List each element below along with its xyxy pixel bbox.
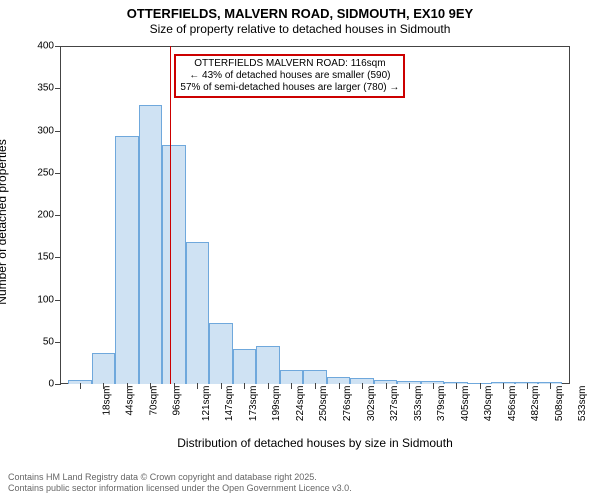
x-tick-label: 70sqm — [148, 386, 159, 416]
histogram-bar — [303, 370, 327, 384]
histogram-bar — [115, 136, 139, 384]
x-tick-label: 456sqm — [507, 386, 518, 422]
footer-line-1: Contains HM Land Registry data © Crown c… — [8, 472, 352, 483]
x-tick-label: 173sqm — [248, 386, 259, 422]
y-axis-label-text: Number of detached properties — [0, 139, 9, 304]
x-axis-label: Distribution of detached houses by size … — [60, 436, 570, 450]
histogram-bar — [162, 145, 186, 384]
x-tick-label: 44sqm — [125, 386, 136, 416]
x-tick-label: 508sqm — [554, 386, 565, 422]
footer-text: Contains HM Land Registry data © Crown c… — [8, 472, 352, 494]
plot-area: 05010015020025030035040018sqm44sqm70sqm9… — [60, 46, 570, 384]
x-tick-label: 147sqm — [224, 386, 235, 422]
annotation-line: ← 43% of detached houses are smaller (59… — [180, 70, 399, 82]
highlight-line — [170, 46, 171, 384]
x-tick-label: 302sqm — [366, 386, 377, 422]
x-tick-label: 121sqm — [201, 386, 212, 422]
x-tick-label: 327sqm — [389, 386, 400, 422]
x-tick-label: 482sqm — [530, 386, 541, 422]
annotation-line: OTTERFIELDS MALVERN ROAD: 116sqm — [180, 58, 399, 70]
histogram-bar — [186, 242, 210, 384]
x-tick-label: 96sqm — [172, 386, 183, 416]
x-tick-label: 353sqm — [413, 386, 424, 422]
histogram-bar — [92, 353, 116, 384]
histogram-bar — [256, 346, 280, 384]
x-tick-label: 430sqm — [483, 386, 494, 422]
chart-subtitle: Size of property relative to detached ho… — [0, 22, 600, 36]
x-tick-label: 533sqm — [577, 386, 588, 422]
chart-title: OTTERFIELDS, MALVERN ROAD, SIDMOUTH, EX1… — [0, 0, 600, 22]
x-tick-label: 250sqm — [319, 386, 330, 422]
annotation-line: 57% of semi-detached houses are larger (… — [180, 82, 399, 94]
x-tick-label: 379sqm — [436, 386, 447, 422]
x-tick-label: 224sqm — [295, 386, 306, 422]
x-tick-label: 18sqm — [101, 386, 112, 416]
footer-line-2: Contains public sector information licen… — [8, 483, 352, 494]
histogram-bar — [209, 323, 233, 384]
x-tick-label: 199sqm — [272, 386, 283, 422]
histogram-bar — [139, 105, 163, 384]
chart-container: OTTERFIELDS, MALVERN ROAD, SIDMOUTH, EX1… — [0, 0, 600, 500]
histogram-bar — [280, 370, 304, 384]
x-tick-label: 405sqm — [460, 386, 471, 422]
histogram-bar — [233, 349, 257, 384]
annotation-box: OTTERFIELDS MALVERN ROAD: 116sqm← 43% of… — [174, 54, 405, 98]
x-tick-label: 276sqm — [342, 386, 353, 422]
